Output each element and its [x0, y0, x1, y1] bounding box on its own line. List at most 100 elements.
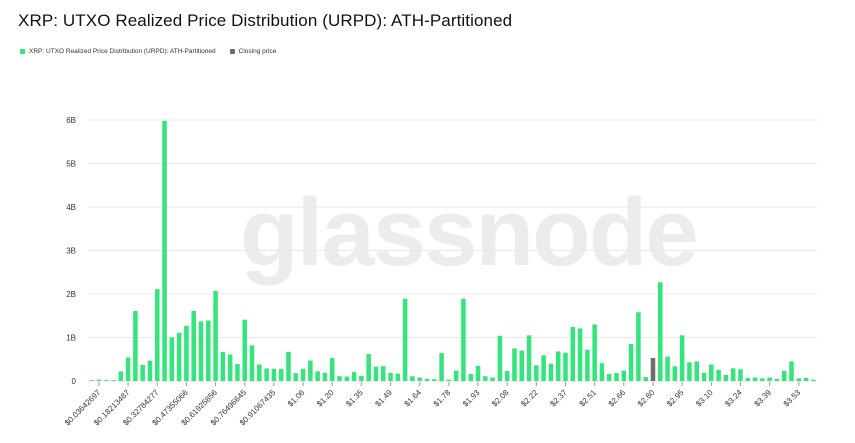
bar[interactable] — [249, 345, 255, 381]
bar[interactable] — [322, 372, 328, 381]
bar[interactable] — [796, 378, 802, 381]
bar[interactable] — [694, 361, 699, 381]
bar[interactable] — [483, 376, 488, 381]
bar[interactable] — [774, 378, 780, 381]
bar[interactable] — [402, 298, 408, 381]
bar[interactable] — [235, 364, 240, 381]
bar[interactable] — [264, 368, 269, 381]
bar[interactable] — [315, 371, 320, 381]
bar[interactable] — [89, 380, 94, 381]
closing-price-bar[interactable] — [650, 357, 656, 381]
bar[interactable] — [286, 351, 291, 381]
bar[interactable] — [184, 325, 189, 381]
bar[interactable] — [548, 363, 554, 381]
bar[interactable] — [308, 360, 313, 381]
bar[interactable] — [176, 332, 182, 381]
bar[interactable] — [534, 365, 539, 381]
bar[interactable] — [380, 366, 386, 381]
bar[interactable] — [111, 380, 116, 381]
bar[interactable] — [760, 378, 765, 381]
bar[interactable] — [220, 351, 226, 381]
bar[interactable] — [687, 362, 692, 381]
bar[interactable] — [592, 324, 597, 381]
bar[interactable] — [293, 373, 299, 381]
bar[interactable] — [424, 378, 430, 381]
bar[interactable] — [257, 364, 262, 381]
bar[interactable] — [803, 377, 809, 381]
bar[interactable] — [665, 356, 670, 381]
legend-item-closing-price[interactable]: Closing price — [229, 48, 276, 55]
bar[interactable] — [628, 344, 634, 381]
bar[interactable] — [337, 376, 342, 381]
bar[interactable] — [526, 335, 532, 381]
bar[interactable] — [621, 370, 627, 381]
bar[interactable] — [745, 377, 751, 381]
bar[interactable] — [271, 368, 277, 381]
bar[interactable] — [198, 321, 204, 381]
bar[interactable] — [242, 319, 247, 381]
bar[interactable] — [599, 363, 605, 381]
bar[interactable] — [366, 354, 371, 381]
bar[interactable] — [541, 355, 546, 381]
bar[interactable] — [730, 368, 736, 381]
bar[interactable] — [468, 374, 473, 381]
bar[interactable] — [497, 335, 503, 381]
bar[interactable] — [512, 348, 517, 382]
legend-item-urpd[interactable]: XRP: UTXO Realized Price Distribution (U… — [20, 48, 216, 55]
bar[interactable] — [789, 361, 794, 381]
bar[interactable] — [373, 366, 379, 381]
bar[interactable] — [432, 379, 437, 381]
bar[interactable] — [679, 335, 685, 381]
bar[interactable] — [614, 373, 619, 381]
bar[interactable] — [191, 310, 196, 381]
bar[interactable] — [169, 337, 175, 382]
bar[interactable] — [767, 377, 772, 381]
bar[interactable] — [227, 354, 233, 381]
bar[interactable] — [446, 379, 452, 381]
bar[interactable] — [300, 368, 306, 381]
bar[interactable] — [140, 364, 145, 381]
bar[interactable] — [213, 290, 218, 381]
bar[interactable] — [461, 298, 466, 381]
bar[interactable] — [329, 357, 335, 381]
bar[interactable] — [453, 370, 459, 381]
bar[interactable] — [585, 349, 590, 381]
bar[interactable] — [643, 377, 648, 381]
bar[interactable] — [716, 369, 721, 381]
bar[interactable] — [781, 371, 787, 381]
bar[interactable] — [359, 375, 364, 381]
bar[interactable] — [133, 310, 138, 381]
bar[interactable] — [563, 352, 568, 381]
bar[interactable] — [723, 374, 729, 381]
bar[interactable] — [636, 312, 641, 381]
bar[interactable] — [752, 377, 758, 381]
bar[interactable] — [417, 377, 422, 381]
bar[interactable] — [206, 320, 211, 381]
bar[interactable] — [344, 376, 350, 381]
bar[interactable] — [278, 368, 284, 381]
bar[interactable] — [577, 328, 583, 381]
bar[interactable] — [96, 379, 102, 381]
bar[interactable] — [439, 353, 444, 381]
bar[interactable] — [351, 371, 357, 381]
bar[interactable] — [738, 369, 743, 381]
bar[interactable] — [125, 357, 131, 381]
bar[interactable] — [118, 371, 124, 381]
bar[interactable] — [606, 374, 612, 381]
bar[interactable] — [395, 373, 401, 381]
bar[interactable] — [388, 372, 393, 381]
bar[interactable] — [147, 360, 153, 381]
bar[interactable] — [519, 350, 525, 381]
bar[interactable] — [811, 379, 816, 381]
bar[interactable] — [155, 289, 160, 381]
bar[interactable] — [475, 365, 481, 381]
bar[interactable] — [103, 380, 109, 381]
bar[interactable] — [162, 120, 167, 382]
bar[interactable] — [672, 366, 678, 381]
bar[interactable] — [701, 372, 707, 381]
bar[interactable] — [570, 327, 576, 381]
bar[interactable] — [490, 377, 495, 381]
bar[interactable] — [709, 364, 714, 381]
bar[interactable] — [555, 351, 561, 381]
bar[interactable] — [410, 376, 415, 381]
